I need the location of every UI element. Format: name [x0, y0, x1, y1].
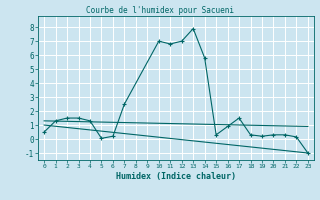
Text: Courbe de l'humidex pour Sacueni: Courbe de l'humidex pour Sacueni: [86, 6, 234, 15]
X-axis label: Humidex (Indice chaleur): Humidex (Indice chaleur): [116, 172, 236, 181]
